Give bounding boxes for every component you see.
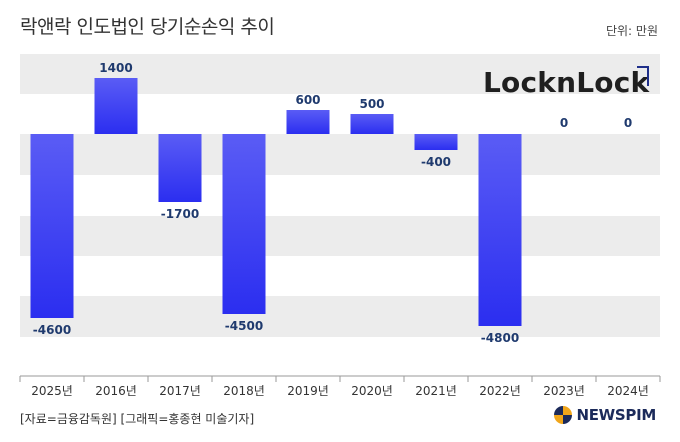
x-tick-label: 2025년 — [31, 384, 73, 398]
bar — [286, 110, 330, 134]
x-tick-label: 2023년 — [543, 384, 585, 398]
locknlock-logo: LocknLock — [483, 66, 650, 99]
x-tick-label: 2020년 — [351, 384, 393, 398]
x-tick-label: 2018년 — [223, 384, 265, 398]
grid-band — [20, 296, 660, 337]
unit-label: 단위: 만원 — [605, 24, 658, 38]
data-label: -400 — [421, 155, 451, 169]
data-labels: -4600 1400 -1700 -4500 600 500 -400 -4800 0 0 — [33, 61, 632, 345]
newspim-logo-icon — [554, 406, 573, 424]
bar — [414, 134, 458, 150]
source-note: [자료=금융감독원] [그래픽=홍종현 미술기자] — [20, 412, 255, 426]
data-label: -4600 — [33, 323, 71, 337]
newspim-brand-text: NEWSPIM — [576, 406, 656, 424]
x-tick-label: 2022년 — [479, 384, 521, 398]
data-label: -4500 — [225, 319, 263, 333]
data-label: 500 — [359, 97, 384, 111]
x-tick-label: 2017년 — [159, 384, 201, 398]
x-axis: 2025년 2016년 2017년 2018년 2019년 2020년 2021년 2022년… — [19, 375, 661, 398]
bar — [30, 134, 74, 318]
x-tick-label: 2024년 — [607, 384, 649, 398]
chart-title: 락앤락 인도법인 당기순손익 추이 — [20, 16, 275, 38]
bar — [222, 134, 266, 314]
newspim-brand: NEWSPIM — [554, 406, 656, 424]
logo-corner-mark — [637, 66, 649, 86]
data-label: 1400 — [99, 61, 132, 75]
data-label: -1700 — [161, 207, 199, 221]
bar — [94, 78, 138, 134]
data-label: 0 — [560, 116, 568, 130]
grid-band — [20, 134, 660, 175]
x-tick-label: 2016년 — [95, 384, 137, 398]
x-tick-label: 2019년 — [287, 384, 329, 398]
grid-bands — [20, 54, 660, 337]
x-tick-label: 2021년 — [415, 384, 457, 398]
bar — [158, 134, 202, 202]
data-label: 0 — [624, 116, 632, 130]
bar — [478, 134, 522, 326]
data-label: -4800 — [481, 331, 519, 345]
data-label: 600 — [295, 93, 320, 107]
bars — [30, 78, 522, 326]
bar — [350, 114, 394, 134]
grid-band — [20, 216, 660, 256]
